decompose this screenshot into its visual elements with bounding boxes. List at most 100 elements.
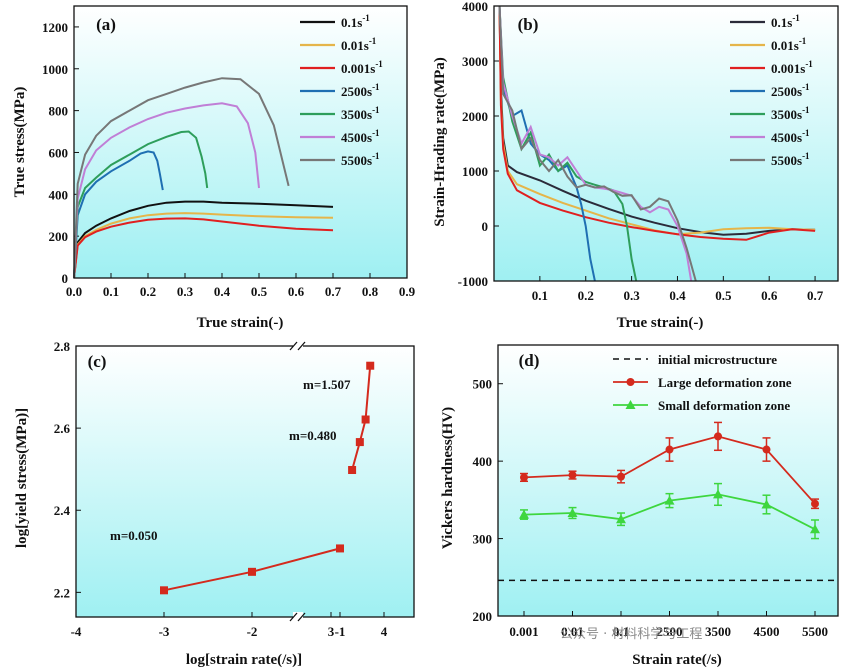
slope-annotation: m=0.480	[289, 428, 337, 443]
data-point	[664, 495, 675, 505]
x-tick-label: 0.1	[532, 288, 548, 303]
x-tick-label: 4	[381, 624, 388, 639]
x-axis-title: True strain(-)	[197, 315, 284, 331]
data-point	[568, 471, 577, 480]
y-tick-label: 0	[482, 219, 489, 234]
x-tick-label: 0.1	[103, 284, 119, 299]
legend-label: Small deformation zone	[658, 398, 790, 413]
legend-label: 0.001s-1	[771, 59, 813, 76]
y-tick-label: 200	[473, 609, 493, 624]
axis-break-mark	[289, 341, 298, 351]
slope-annotation: m=0.050	[110, 528, 158, 543]
data-point	[567, 508, 578, 518]
legend-label: 5500s-1	[341, 151, 380, 168]
y-tick-label: 0	[62, 271, 69, 286]
data-point	[665, 445, 674, 454]
x-tick-label: 3500	[705, 624, 731, 639]
panel-b-series	[498, 6, 816, 281]
x-tick-label: 0.6	[288, 284, 305, 299]
y-tick-label: 2.6	[54, 421, 71, 436]
y-tick-label: 600	[49, 145, 69, 160]
data-point	[366, 361, 375, 370]
legend-label: 3500s-1	[771, 105, 810, 122]
legend-label: 0.01s-1	[341, 36, 377, 53]
panel-d-plot-border	[497, 344, 839, 617]
panel-d: 0.001 0.01 0.1 2500 3500 4500 5500 200 300 400 500…	[440, 344, 839, 668]
y-tick-label: 1000	[42, 62, 68, 77]
panel-d-plot-bg	[498, 345, 838, 616]
x-axis-title: Strain rate(/s)	[632, 652, 722, 668]
legend-label: 2500s-1	[771, 82, 810, 99]
panel-b-plot-bg	[494, 6, 838, 281]
data-point	[616, 514, 626, 524]
legend-label: 4500s-1	[341, 128, 380, 145]
y-tick-label: 2.4	[54, 503, 71, 518]
y-tick-label: -1000	[458, 274, 488, 289]
y-tick-label: 500	[473, 377, 493, 392]
data-point	[519, 509, 529, 519]
panel-b-plot-border	[493, 5, 839, 282]
panel-label: (d)	[519, 351, 540, 370]
series-line	[73, 130, 209, 279]
x-tick-label: 0.5	[715, 288, 732, 303]
x-tick-label: 0.5	[251, 284, 268, 299]
data-point	[617, 472, 625, 481]
legend-label: 2500s-1	[341, 82, 380, 99]
panel-a: 0.0 0.1 0.2 0.3 0.4 0.5 0.6 0.7 0.8 0.9 0 200 400 600…	[12, 5, 416, 331]
panel-b: 0.1 0.2 0.3 0.4 0.5 0.6 0.7 -1000 0 1000 2000 3000 4…	[432, 0, 839, 331]
y-tick-label: 3000	[462, 54, 488, 69]
data-point	[355, 438, 364, 447]
data-point	[713, 489, 723, 499]
data-point	[361, 415, 370, 424]
x-tick-label: -3	[159, 624, 170, 639]
y-tick-label: 2.2	[54, 585, 70, 600]
legend-label: initial microstructure	[658, 352, 777, 367]
y-tick-label: 1000	[462, 164, 488, 179]
y-tick-label: 2000	[462, 109, 488, 124]
series-line	[73, 102, 260, 279]
x-tick-label: 2500	[657, 624, 683, 639]
panel-c-plot-bg	[76, 346, 414, 617]
x-tick-label: 0.2	[578, 288, 594, 303]
x-tick-label: 0.4	[669, 288, 686, 303]
data-point	[714, 432, 722, 441]
legend-marker	[625, 400, 636, 409]
data-point	[762, 445, 771, 454]
x-tick-label: 0.8	[362, 284, 379, 299]
panel-label: (c)	[88, 352, 107, 371]
x-tick-label: 0.3	[623, 288, 640, 303]
legend-label: 0.001s-1	[341, 59, 383, 76]
y-tick-label: 1200	[42, 20, 68, 35]
panel-c-plot-border	[75, 345, 415, 618]
x-tick-label: 0.3	[177, 284, 194, 299]
y-tick-label: 800	[49, 104, 69, 119]
legend-marker	[626, 378, 635, 386]
x-tick-label: 0.0	[66, 284, 82, 299]
panel-label: (b)	[518, 15, 539, 34]
series-line	[351, 365, 372, 471]
legend-label: 0.1s-1	[341, 13, 370, 30]
data-point	[761, 499, 772, 509]
x-tick-label: 0.9	[399, 284, 416, 299]
data-point	[248, 567, 256, 576]
axis-break-gap	[293, 341, 303, 351]
y-tick-label: 400	[49, 187, 69, 202]
panel-c: -4 -3 -2 -13 4 2.2 2.4 2.6 2.8 (c) m=0.050 m=0.480 m…	[14, 339, 415, 668]
panel-a-plot-bg	[74, 6, 407, 278]
y-tick-label: 400	[473, 454, 493, 469]
data-point	[336, 544, 344, 553]
y-tick-label: 200	[49, 229, 69, 244]
panel-a-plot-border	[73, 5, 408, 279]
data-point	[810, 524, 820, 534]
axis-break-mark	[289, 612, 298, 622]
series-line	[498, 6, 816, 241]
x-tick-label: 0.1	[613, 624, 629, 639]
series-line	[73, 217, 334, 279]
data-point	[811, 499, 819, 508]
x-tick-label: 0.7	[807, 288, 824, 303]
x-tick-label: 0.001	[509, 624, 538, 639]
x-tick-label: 0.6	[761, 288, 778, 303]
x-tick-label: 5500	[802, 624, 828, 639]
axis-break-gap	[293, 612, 303, 622]
